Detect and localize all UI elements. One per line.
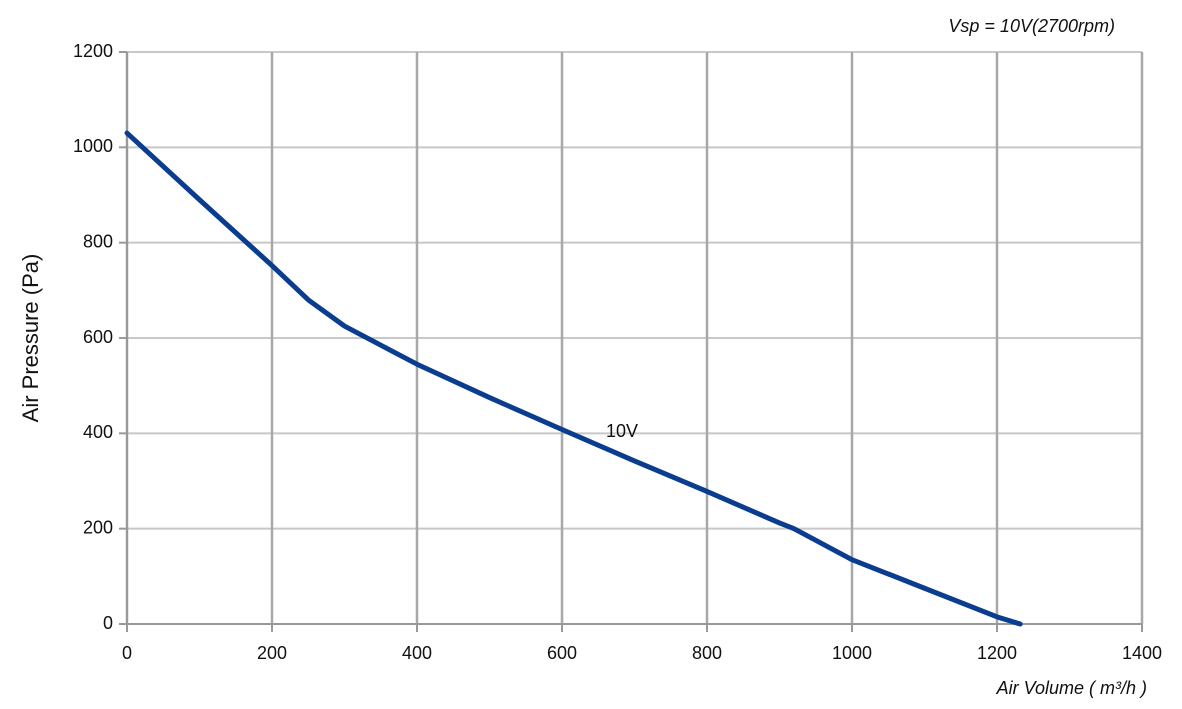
annotation: Vsp = 10V(2700rpm) — [948, 16, 1115, 36]
x-axis-label: Air Volume ( m³/h ) — [996, 678, 1147, 698]
y-tick-label: 0 — [103, 613, 113, 633]
x-tick-label: 400 — [402, 643, 432, 663]
y-axis-label: Air Pressure (Pa) — [18, 254, 43, 423]
x-tick-label: 1200 — [977, 643, 1017, 663]
x-tick-label: 0 — [122, 643, 132, 663]
y-tick-label: 200 — [83, 517, 113, 537]
series-line — [124, 130, 1023, 627]
x-tick-label: 1000 — [832, 643, 872, 663]
y-tick-label: 1000 — [73, 136, 113, 156]
y-tick-label: 1200 — [73, 41, 113, 61]
y-tick-label: 600 — [83, 327, 113, 347]
x-tick-label: 600 — [547, 643, 577, 663]
x-tick-label: 200 — [257, 643, 287, 663]
y-tick-label: 800 — [83, 231, 113, 251]
y-tick-label: 400 — [83, 422, 113, 442]
series-label: 10V — [606, 421, 638, 441]
x-tick-label: 800 — [692, 643, 722, 663]
x-tick-label: 1400 — [1122, 643, 1162, 663]
